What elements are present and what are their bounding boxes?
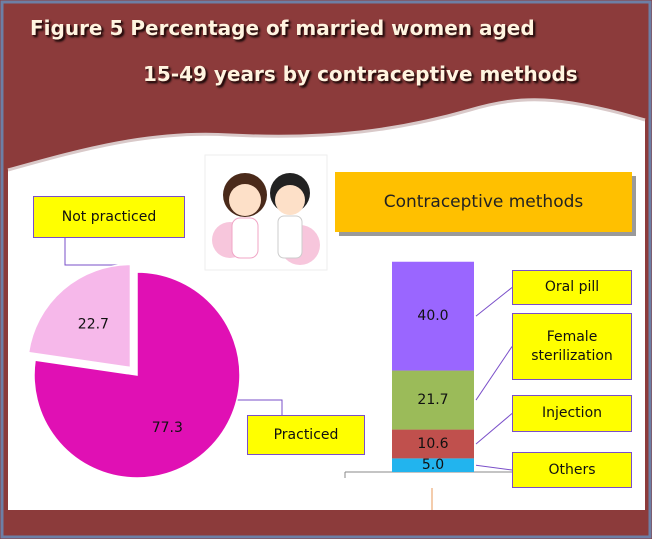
label-box: Injection [512, 395, 632, 432]
connector [228, 399, 283, 415]
connector [475, 464, 513, 471]
title-line: 15-49 years by contraceptive methods [143, 62, 578, 86]
data-label: 22.7 [78, 317, 109, 333]
pie-slice [27, 263, 132, 369]
label-box: Female sterilization [512, 313, 632, 380]
data-label: 10.6 [417, 436, 448, 452]
label-box: Practiced [247, 415, 365, 455]
title-line: Figure 5 Percentage of married women age… [30, 16, 535, 40]
bar-segment [392, 261, 474, 371]
panel-edge [7, 98, 646, 172]
bar-segment [392, 370, 474, 430]
connector [64, 238, 128, 266]
connector [475, 346, 513, 401]
couple-illustration [204, 154, 328, 271]
data-label: 40.0 [417, 308, 448, 324]
bar-segment [392, 429, 474, 459]
data-label: 5.0 [422, 457, 444, 473]
bar-segment [392, 458, 474, 472]
label-box: Oral pill [512, 270, 632, 305]
label-box: Not practiced [33, 196, 185, 238]
pie-slice [33, 271, 241, 479]
bar-chart-title: Contraceptive methods [335, 172, 632, 232]
data-label: 77.3 [152, 420, 183, 436]
connector [475, 413, 513, 445]
label-box: Others [512, 452, 632, 488]
connector [475, 287, 513, 317]
data-label: 21.7 [417, 392, 448, 408]
